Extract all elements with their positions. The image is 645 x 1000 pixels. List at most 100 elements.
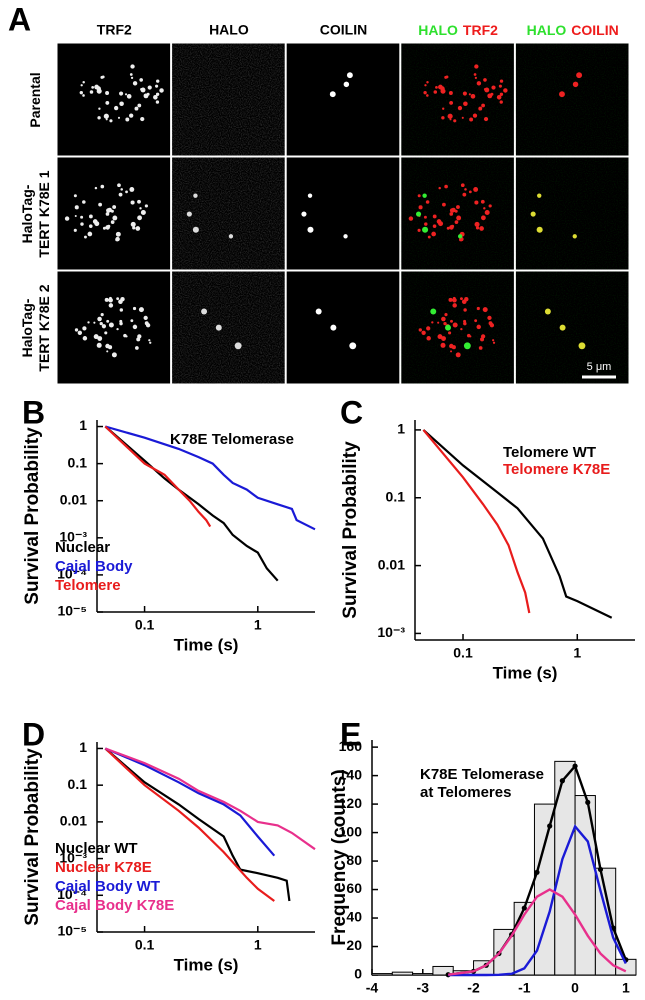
spot	[444, 313, 448, 317]
legend-entry: Cajal Body WT	[55, 878, 160, 895]
spot	[119, 308, 124, 312]
spot	[193, 193, 198, 198]
survival-curve	[104, 747, 291, 902]
spot	[476, 81, 482, 86]
spot	[460, 327, 463, 331]
spot	[536, 226, 543, 233]
spot	[106, 319, 110, 323]
spot	[454, 209, 458, 213]
row-label-line: Parental	[27, 72, 43, 127]
spot	[424, 84, 427, 87]
spot	[343, 234, 348, 239]
spot	[432, 214, 437, 219]
spot	[468, 93, 471, 96]
spot	[103, 113, 109, 119]
spot	[473, 73, 477, 76]
y-tick-label: 10⁻⁵	[57, 603, 87, 619]
x-tick-label: -2	[467, 980, 480, 996]
spot	[101, 75, 105, 79]
spot	[441, 116, 445, 120]
spot	[483, 116, 489, 122]
spot	[476, 306, 480, 311]
spot	[93, 321, 96, 324]
legend-entry: Nuclear WT	[55, 840, 138, 857]
x-tick-label: -3	[417, 980, 430, 996]
y-tick-label: 1	[397, 421, 405, 437]
spot	[435, 85, 438, 89]
spot	[125, 190, 128, 194]
spot	[186, 211, 192, 217]
spot	[119, 91, 124, 96]
spot	[130, 319, 134, 323]
fit-point	[547, 823, 553, 829]
spot	[452, 322, 458, 328]
spot	[135, 226, 141, 231]
spot	[87, 231, 93, 237]
noise	[171, 271, 286, 384]
column-header: COILIN	[320, 22, 367, 38]
spot	[137, 334, 142, 339]
spot	[425, 200, 430, 204]
spot	[143, 315, 148, 321]
x-tick-label: 1	[254, 937, 262, 953]
spot	[301, 211, 307, 217]
legend-entry: Telomere	[55, 577, 121, 594]
spot	[115, 231, 121, 237]
spot	[463, 321, 467, 326]
spot	[89, 90, 94, 94]
spot	[315, 308, 322, 315]
survival-curve	[422, 429, 613, 619]
x-tick-label: -4	[366, 980, 379, 996]
noise	[400, 43, 515, 156]
spot	[503, 88, 508, 93]
y-tick-label: 10⁻³	[59, 849, 87, 865]
spot	[421, 330, 426, 335]
y-tick-label: 40	[346, 909, 362, 925]
spot	[116, 297, 120, 301]
spot	[106, 350, 109, 353]
noise	[400, 271, 515, 384]
spot	[109, 296, 112, 300]
spot	[437, 334, 443, 340]
row-label-line: HaloTag-	[19, 298, 35, 357]
spot	[452, 303, 457, 308]
spot	[132, 81, 138, 86]
y-tick-label: 0.1	[386, 488, 406, 504]
spot	[487, 93, 493, 99]
micrograph-content	[400, 43, 515, 156]
spot	[444, 184, 448, 189]
micrograph	[56, 270, 172, 385]
spot	[449, 101, 454, 105]
spot	[80, 222, 84, 226]
spot	[101, 324, 107, 329]
spot	[73, 194, 77, 198]
spot	[462, 91, 467, 96]
spot	[96, 86, 101, 91]
micrograph	[285, 270, 401, 385]
spot	[201, 308, 208, 315]
spot	[481, 103, 485, 108]
column-header-word: COILIN	[571, 22, 618, 38]
y-tick-label: 10⁻³	[377, 624, 405, 640]
spot	[450, 319, 453, 323]
spot	[125, 117, 130, 122]
spot	[456, 205, 460, 209]
spot	[143, 93, 149, 99]
column-header: HALO COILIN	[527, 22, 619, 38]
spot	[135, 346, 139, 350]
spot	[107, 345, 113, 350]
spot	[147, 85, 152, 90]
panel-letter: C	[340, 394, 363, 430]
spot	[126, 94, 132, 99]
histogram-bar	[391, 971, 414, 976]
spot	[112, 215, 118, 221]
legend-entry: Telomere K78E	[503, 461, 610, 478]
spot	[74, 328, 79, 332]
survival-curve	[422, 429, 531, 614]
legend-entry: Cajal Body K78E	[55, 897, 174, 914]
spot	[82, 326, 87, 331]
spot	[470, 94, 476, 99]
spot	[449, 118, 452, 121]
spot	[431, 231, 436, 237]
